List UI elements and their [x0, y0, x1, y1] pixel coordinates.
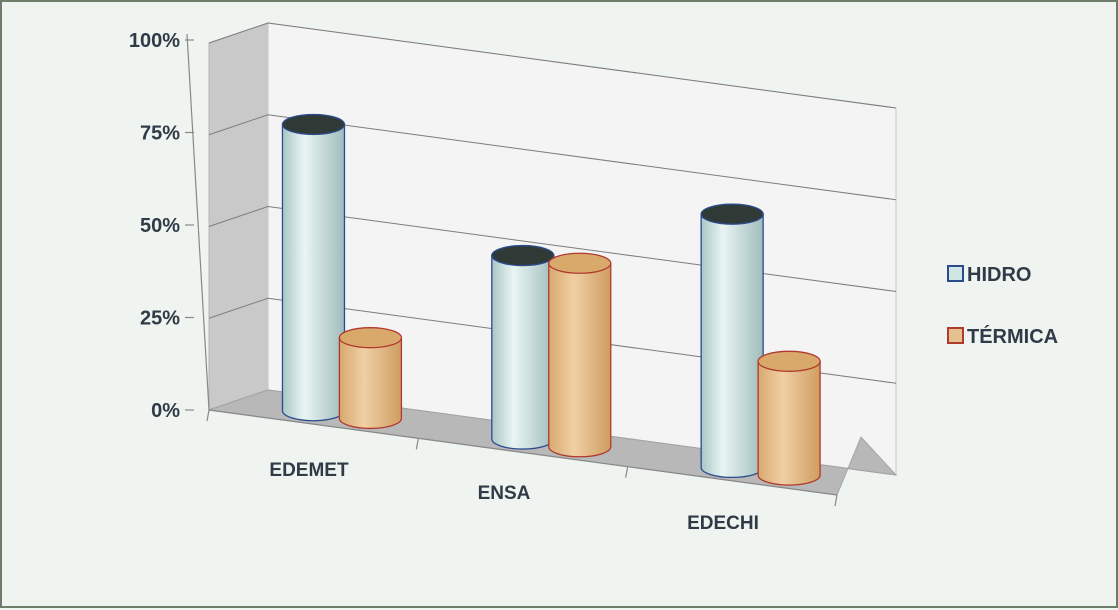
x-tick-mark	[415, 438, 419, 450]
legend-swatch-térmica	[947, 327, 964, 344]
category-labels: EDEMET ENSA EDECHI	[269, 460, 758, 534]
category-label: EDEMET	[269, 460, 349, 481]
bar-hidro-edechi	[700, 203, 764, 479]
x-tick-mark	[206, 409, 210, 422]
gridline	[208, 205, 897, 292]
legend-label-hidro: HIDRO	[967, 264, 1031, 286]
y-tick-label: 50%	[140, 215, 180, 237]
bar-térmica-edemet	[338, 327, 403, 430]
x-axis-line	[208, 409, 838, 496]
y-axis-line	[186, 33, 210, 411]
legend: HIDRO TÉRMICA	[947, 264, 1058, 348]
bars	[281, 113, 821, 486]
category-label: EDECHI	[687, 513, 759, 534]
bar-hidro-ensa	[491, 244, 555, 450]
x-tick-mark	[625, 466, 629, 478]
gridline	[208, 22, 897, 109]
bar-hidro-edemet	[281, 113, 346, 422]
y-tick-label: 100%	[129, 30, 180, 52]
gridline	[208, 114, 897, 201]
y-tick-label: 75%	[140, 123, 180, 145]
legend-swatch-hidro	[947, 265, 964, 282]
bar-térmica-edechi	[757, 350, 821, 486]
y-tick-label: 25%	[140, 308, 180, 330]
gridline	[208, 297, 897, 384]
category-label: ENSA	[478, 483, 531, 504]
x-tick-mark	[834, 494, 838, 507]
legend-label-térmica: TÉRMICA	[967, 325, 1058, 348]
y-tick-labels: 0% 25% 50% 75% 100%	[129, 30, 194, 422]
bar-térmica-ensa	[548, 252, 612, 458]
y-tick-label: 0%	[151, 400, 180, 422]
axes	[186, 33, 838, 507]
